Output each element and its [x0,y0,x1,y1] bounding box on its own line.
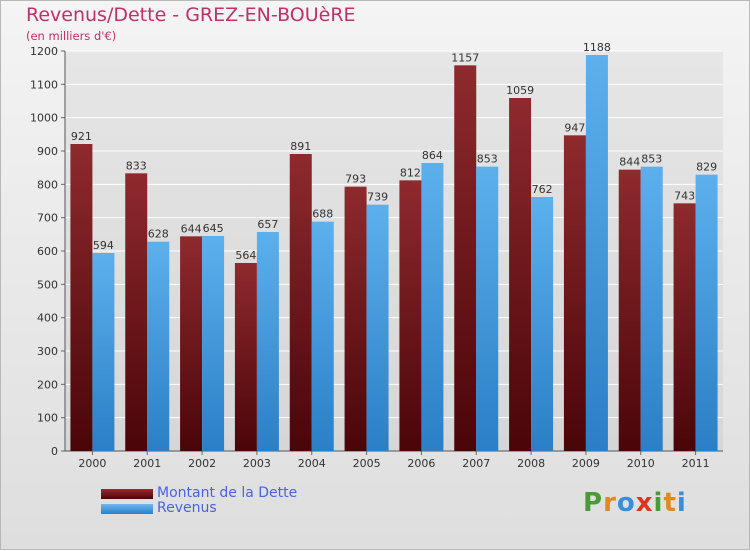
legend-label-debt: Montant de la Dette [157,485,298,501]
y-tick-label: 600 [37,245,58,258]
y-tick-label: 1200 [30,45,58,58]
data-label-revenue: 628 [148,228,169,241]
bar-debt [125,173,148,452]
chart-subtitle: (en milliers d'€) [26,29,117,43]
data-label-debt: 644 [181,222,202,235]
y-tick-label: 100 [37,412,58,425]
x-tick-label: 2006 [407,457,435,470]
bar-debt [618,169,641,451]
y-tick-label: 1100 [30,78,58,91]
legend-swatch-revenue [101,504,153,514]
data-label-debt: 564 [235,249,256,262]
bar-debt [70,144,93,451]
data-label-revenue: 645 [203,222,224,235]
x-tick-label: 2010 [627,457,655,470]
y-tick-label: 300 [37,345,58,358]
data-label-revenue: 594 [93,239,114,252]
bar-revenue [147,241,170,451]
bar-debt [509,98,532,451]
logo-letter: i [676,488,687,518]
data-label-revenue: 829 [696,161,717,174]
data-label-revenue: 853 [641,153,662,166]
y-tick-label: 200 [37,378,58,391]
legend-label-revenue: Revenus [157,500,217,516]
chart-title: Revenus/Dette - GREZ-EN-BOUèRE [26,4,356,26]
bar-revenue [531,197,554,451]
data-label-revenue: 853 [477,153,498,166]
data-label-debt: 844 [619,156,640,169]
x-tick-label: 2011 [682,457,710,470]
x-tick-label: 2002 [188,457,216,470]
bar-revenue [311,221,334,451]
data-label-debt: 743 [674,189,695,202]
bar-revenue [256,232,279,451]
x-tick-label: 2000 [78,457,106,470]
data-label-revenue: 739 [367,191,388,204]
data-label-debt: 833 [126,159,147,172]
data-label-revenue: 762 [532,183,553,196]
data-label-revenue: 657 [257,218,278,231]
bar-revenue [695,174,718,451]
data-label-debt: 921 [71,130,92,143]
bar-debt [344,186,367,451]
bar-debt [673,203,696,451]
data-label-revenue: 688 [312,208,333,221]
logo-letter: x [635,488,654,518]
x-tick-label: 2009 [572,457,600,470]
data-label-debt: 891 [290,140,311,153]
bar-debt [454,65,477,451]
bar-revenue [476,166,499,451]
bar-revenue [366,204,389,451]
bar-debt [234,263,257,451]
bar-debt [563,135,586,452]
x-tick-label: 2005 [353,457,381,470]
x-tick-label: 2007 [462,457,490,470]
y-tick-label: 500 [37,278,58,291]
x-tick-label: 2008 [517,457,545,470]
bar-revenue [202,236,225,451]
bar-revenue [92,253,115,451]
y-tick-label: 900 [37,145,58,158]
bar-revenue [421,163,444,451]
bar-revenue [640,166,663,451]
y-tick-label: 0 [51,445,58,458]
x-tick-label: 2004 [298,457,326,470]
y-tick-label: 400 [37,312,58,325]
logo-letter: P [583,488,604,518]
bar-debt [289,154,312,451]
logo-letter: t [663,488,677,518]
data-label-revenue: 1188 [583,41,611,54]
logo-letter: o [616,488,636,518]
proxiti-logo: Proxiti [583,488,687,518]
y-tick-label: 1000 [30,112,58,125]
data-label-debt: 812 [400,166,421,179]
y-tick-label: 800 [37,178,58,191]
logo-letter: r [603,488,617,518]
data-label-debt: 793 [345,173,366,186]
logo-letter: i [653,488,664,518]
data-label-debt: 947 [564,121,585,134]
bar-debt [180,236,203,451]
x-tick-label: 2001 [133,457,161,470]
bar-debt [399,180,422,452]
data-label-debt: 1157 [451,51,479,64]
legend-swatch-debt [101,489,153,499]
data-label-revenue: 864 [422,149,443,162]
y-tick-label: 700 [37,212,58,225]
bar-revenue [585,55,608,451]
data-label-debt: 1059 [506,84,534,97]
x-tick-label: 2003 [243,457,271,470]
